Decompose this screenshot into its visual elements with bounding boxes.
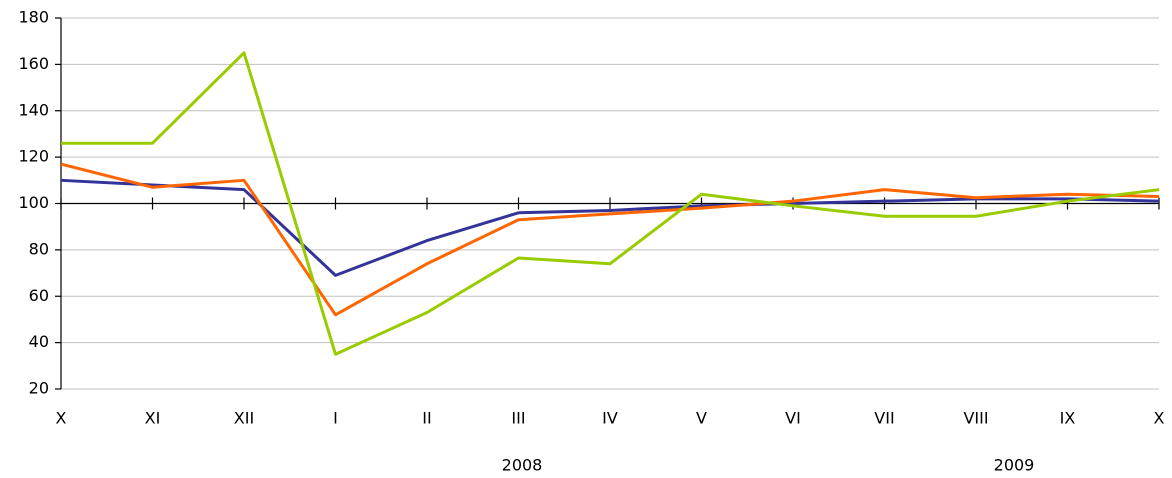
series-line bbox=[60, 178, 1160, 277]
y-tick-label: 160 bbox=[18, 54, 49, 73]
x-tick-label: VII bbox=[874, 409, 894, 428]
y-tick-label: 60 bbox=[29, 286, 49, 305]
x-tick-label: X bbox=[1154, 409, 1165, 428]
y-tick-label: 180 bbox=[18, 8, 49, 27]
series-line bbox=[61, 51, 1160, 356]
x-tick-label: XII bbox=[234, 409, 254, 428]
year-label: 2008 bbox=[502, 456, 543, 475]
y-tick-label: 80 bbox=[29, 239, 49, 258]
year-label: 2009 bbox=[994, 456, 1035, 475]
y-tick-label: 40 bbox=[29, 332, 49, 351]
x-tick-label: VIII bbox=[963, 409, 988, 428]
y-tick-label: 120 bbox=[18, 147, 49, 166]
x-tick-label: IX bbox=[1060, 409, 1076, 428]
x-tick-label: XI bbox=[145, 409, 161, 428]
x-tick-label: I bbox=[333, 409, 338, 428]
x-tick-label: IV bbox=[602, 409, 618, 428]
x-tick-label: II bbox=[422, 409, 431, 428]
x-tick-label: III bbox=[511, 409, 525, 428]
x-tick-label: V bbox=[696, 409, 707, 428]
y-tick-label: 20 bbox=[29, 379, 49, 398]
y-tick-label: 140 bbox=[18, 100, 49, 119]
series-line bbox=[60, 162, 1160, 317]
x-tick-label: VI bbox=[785, 409, 801, 428]
x-tick-label: X bbox=[56, 409, 67, 428]
y-tick-label: 100 bbox=[18, 193, 49, 212]
